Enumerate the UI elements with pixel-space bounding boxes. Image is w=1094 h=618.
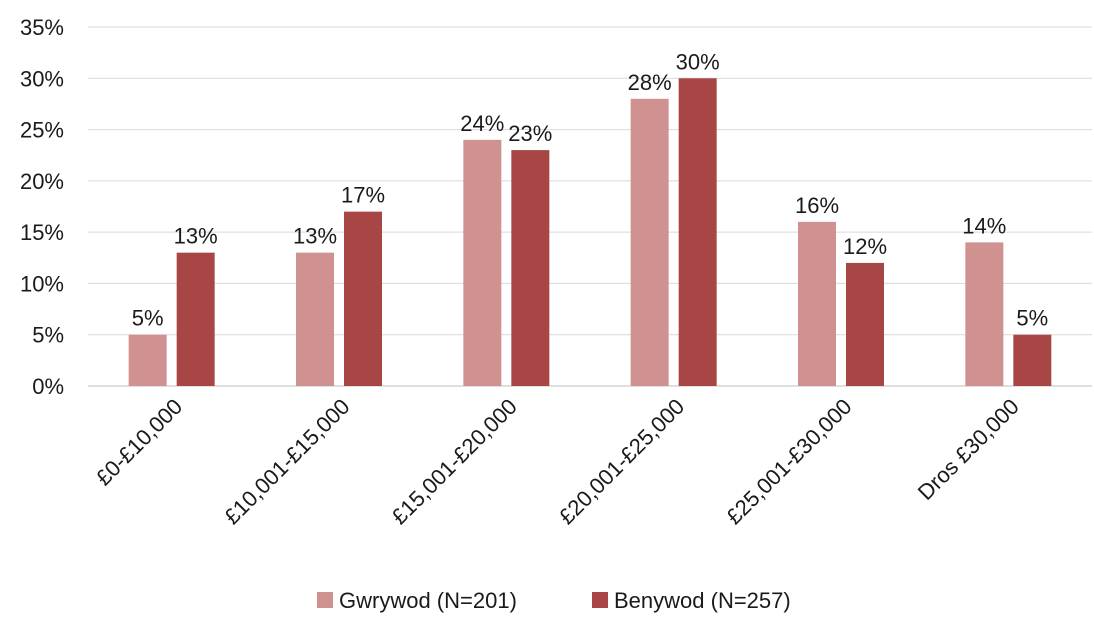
bar-series-2 [846,262,884,386]
bar-series-1 [128,334,167,386]
bar-series-1 [965,242,1004,386]
legend-label: Benywod (N=257) [614,588,791,613]
y-tick-label: 30% [20,66,64,91]
data-label: 13% [174,224,218,249]
data-label: 28% [628,70,672,95]
y-tick-label: 10% [20,271,64,296]
bar-series-1 [630,98,669,387]
x-category-label: Dros £30,000 [913,394,1024,505]
bar-series-1 [296,252,334,386]
data-label: 14% [962,213,1006,238]
bar-series-1 [798,221,836,386]
data-label: 12% [843,234,887,259]
data-label: 5% [1016,306,1048,331]
y-tick-label: 5% [32,323,64,348]
bar-series-2 [678,78,717,387]
bars [128,78,1052,387]
y-tick-label: 20% [20,169,64,194]
data-label: 5% [132,306,164,331]
y-tick-label: 25% [20,118,64,143]
gridlines [88,26,1092,387]
data-label: 17% [341,183,385,208]
bar-series-1 [463,139,502,386]
x-axis-categories: £0-£10,000 £10,001-£15,000 £15,001-£20,000… [91,394,1024,529]
data-label: 16% [795,193,839,218]
y-tick-label: 35% [20,15,64,40]
legend-label: Gwrywod (N=201) [339,588,517,613]
x-category-label: £25,001-£30,000 [721,394,856,529]
bar-series-2 [1013,334,1052,386]
data-label: 24% [460,111,504,136]
x-category-label: £15,001-£20,000 [387,394,522,529]
x-category-label: £20,001-£25,000 [554,394,689,529]
legend-swatch [317,592,333,608]
data-label: 30% [676,49,720,74]
legend-swatch [592,592,608,608]
y-axis-ticks: 0% 5% 10% 15% 20% 25% 30% 35% [20,15,64,399]
y-tick-label: 0% [32,374,64,399]
x-category-label: £10,001-£15,000 [219,394,354,529]
data-labels: 5%13% 13%17%24% 23%28%30%16%12%14%5% [132,49,1048,330]
data-label: 13% [293,224,337,249]
bar-series-2 [176,252,215,386]
bar-series-2 [344,211,382,386]
data-label: 23% [508,121,552,146]
legend: Gwrywod (N=201) Benywod (N=257) [317,588,791,613]
bar-series-2 [511,150,550,386]
y-tick-label: 15% [20,220,64,245]
x-category-label: £0-£10,000 [91,394,187,490]
